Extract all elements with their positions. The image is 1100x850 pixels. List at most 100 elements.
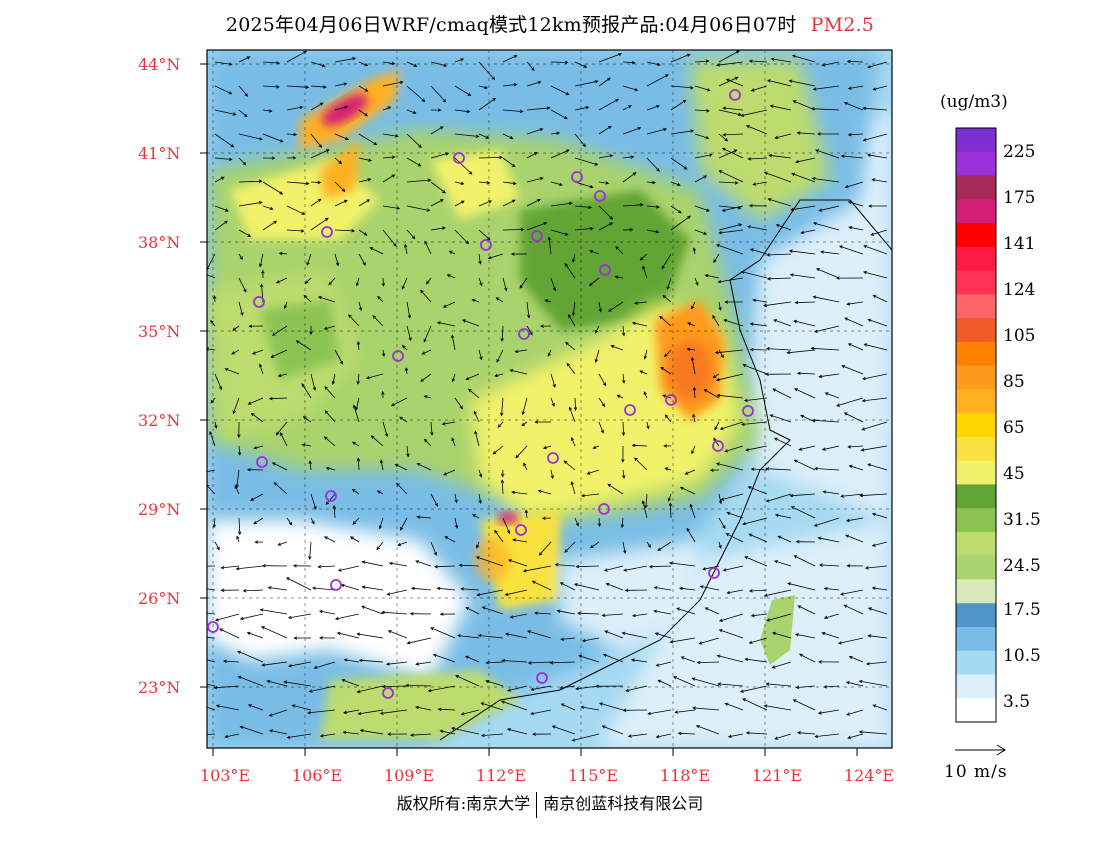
wind-arrow-head [300,229,305,233]
wind-arrow [207,706,216,711]
wind-arrow [252,349,264,355]
wind-arrow [502,55,517,63]
wind-arrow [497,421,504,428]
wind-arrow [670,181,681,186]
wind-arrow [210,397,216,404]
wind-arrow-head [668,502,673,506]
wind-arrow-head [509,615,514,619]
wind-arrow [864,343,888,351]
wind-arrow [267,680,288,687]
wind-arrow [646,74,669,87]
colorbar-swatch [956,199,996,224]
wind-arrow-head [862,138,867,142]
wind-arrow [662,295,672,303]
wind-arrow [622,204,643,207]
wind-arrow-head [738,223,743,227]
wind-arrow-head [749,347,754,352]
wind-arrow-head [601,725,606,729]
wind-arrow [848,343,864,351]
colorbar-swatch [956,460,996,485]
colorbar-swatch [956,128,996,153]
colorbar-swatch [956,151,996,177]
wind-arrow [391,397,408,407]
wind-arrow-head [311,520,315,525]
city-marker [518,328,530,340]
wind-arrow-head [455,675,459,679]
wind-arrow [836,397,864,407]
wind-arrow [841,155,864,159]
wind-arrow-head [571,738,576,742]
wind-arrow [646,541,651,548]
pm25-field [207,50,892,748]
wind-arrow-head [634,301,638,305]
wind-arrow [382,421,388,437]
wind-arrow-head [406,640,411,645]
wind-arrow [838,637,864,644]
wind-arrow-head [239,616,244,621]
wind-arrow-head [533,152,538,156]
wind-arrow [862,373,888,380]
wind-arrow-head [215,704,220,708]
wind-arrow [598,301,602,312]
wind-arrow-head [344,105,349,109]
wind-arrow-head [337,568,342,572]
wind-arrow-head [698,641,703,645]
wind-arrow [360,729,384,735]
wind-arrow [232,325,240,331]
wind-arrow-head [722,568,727,572]
wind-arrow [482,606,504,615]
wind-arrow-head [630,155,635,159]
wind-arrow [631,659,648,663]
wind-arrow [812,419,840,423]
wind-arrow [571,437,576,447]
wind-arrow-head [486,236,491,241]
wind-arrow [749,637,768,644]
wind-arrow [694,205,710,212]
wind-arrow-head [843,101,848,106]
wind-arrow [574,181,593,188]
wind-arrow [718,493,722,504]
wind-arrow [454,493,458,503]
wind-arrow [207,484,216,495]
wind-arrow-head [415,560,419,564]
wind-arrow [526,199,541,207]
wind-arrow [405,367,408,375]
wind-arrow-head [345,136,350,141]
wind-arrow-head [775,224,780,228]
wind-arrow [634,301,648,304]
wind-arrow [214,157,232,160]
wind-arrow-head [399,416,403,420]
wind-arrow [406,229,416,239]
wind-arrow [787,582,816,591]
wind-arrow-head [718,500,723,505]
wind-arrow [841,493,864,497]
wind-arrow-head [486,181,491,185]
wind-arrow [438,708,456,711]
wind-arrow-head [713,259,717,264]
wind-arrow [288,661,312,667]
wind-arrow-head [317,180,322,185]
wind-arrow-head [356,380,360,385]
wind-arrow [550,202,572,207]
wind-arrow [502,84,517,87]
wind-arrow [382,174,395,183]
wind-arrow-head [789,493,794,498]
wind-arrow-head [847,343,852,347]
wind-arrow [334,229,355,232]
wind-arrow-head [623,550,627,554]
wind-arrow [800,415,816,423]
wind-arrow-head [588,205,593,209]
wind-arrow [693,387,696,399]
wind-arrow [568,314,576,327]
wind-arrow [243,589,264,592]
wind-arrow [472,299,480,303]
wind-arrow [680,487,696,495]
wind-arrow-head [816,268,820,272]
wind-arrow-head [427,178,432,182]
wind-arrow-head [356,341,361,345]
wind-arrow-head [661,265,665,270]
wind-arrow-head [669,561,673,565]
wind-arrow [334,157,342,164]
wind-arrow-head [718,618,723,622]
wind-arrow [399,416,408,423]
